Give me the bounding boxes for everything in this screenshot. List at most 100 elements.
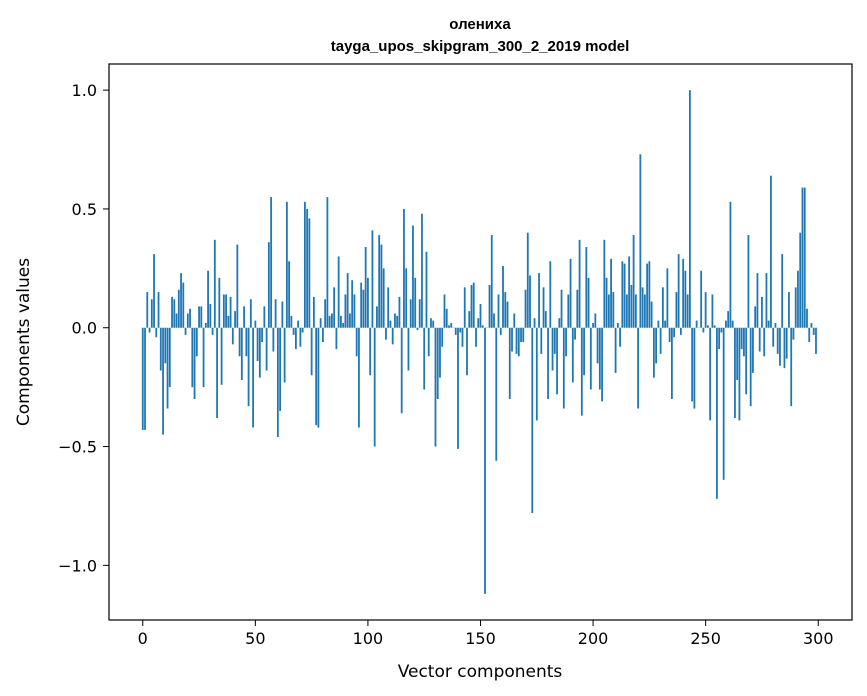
- bar: [607, 294, 610, 328]
- bar: [418, 299, 421, 328]
- bar: [736, 327, 739, 381]
- bar: [146, 292, 149, 328]
- bar: [353, 294, 356, 328]
- bar: [385, 327, 387, 340]
- bar: [454, 327, 457, 335]
- bar: [738, 327, 741, 421]
- bar: [207, 270, 209, 328]
- bar: [790, 327, 793, 407]
- bar: [371, 230, 374, 328]
- bar: [574, 327, 576, 340]
- bar: [718, 327, 721, 350]
- bar: [294, 327, 297, 350]
- bar: [675, 292, 678, 328]
- bar: [468, 311, 471, 328]
- bar: [562, 327, 565, 409]
- bar: [394, 313, 396, 328]
- bar: [240, 327, 243, 381]
- y-axis-ticks: −1.0 −0.5 0.0 0.5 1.0: [58, 81, 109, 575]
- bar: [148, 327, 151, 333]
- bar: [725, 320, 727, 328]
- bar: [177, 289, 180, 328]
- bar: [331, 313, 333, 328]
- bar: [362, 289, 365, 328]
- bar: [470, 284, 473, 328]
- bar: [421, 213, 423, 328]
- bar: [195, 327, 198, 357]
- bar: [502, 265, 504, 328]
- bar: [578, 239, 581, 328]
- bar: [551, 327, 554, 371]
- bar: [664, 320, 667, 328]
- bar: [526, 232, 529, 328]
- bar: [249, 299, 252, 328]
- bar: [382, 268, 385, 328]
- bar: [308, 218, 311, 328]
- bar: [337, 256, 340, 328]
- bar: [520, 327, 522, 342]
- bar: [218, 277, 221, 328]
- bar: [592, 322, 594, 328]
- bar: [634, 294, 637, 328]
- bar: [756, 273, 759, 328]
- bar: [792, 327, 795, 340]
- bar: [601, 327, 603, 402]
- bar: [349, 313, 351, 328]
- bars-group: [141, 90, 817, 594]
- bar: [544, 311, 547, 328]
- bar: [720, 327, 723, 333]
- bar: [684, 270, 687, 328]
- bar: [182, 282, 185, 328]
- bar: [328, 315, 331, 328]
- bar: [378, 235, 381, 328]
- bar: [666, 268, 669, 328]
- bar: [650, 301, 653, 328]
- bar: [652, 327, 655, 378]
- bar: [436, 327, 439, 400]
- bar: [783, 327, 786, 369]
- bar: [810, 322, 813, 328]
- bar: [461, 327, 464, 347]
- bar: [247, 327, 250, 407]
- bar: [643, 294, 646, 328]
- bar: [292, 327, 295, 335]
- bar: [238, 327, 241, 357]
- bar: [659, 327, 662, 354]
- bar: [670, 327, 673, 400]
- plot-area-frame: [108, 63, 853, 621]
- x-tick-label: 50: [245, 629, 265, 648]
- bar: [184, 327, 187, 335]
- bar: [508, 327, 511, 400]
- bar: [481, 325, 484, 328]
- bar: [625, 294, 628, 328]
- bar: [513, 313, 516, 328]
- bar: [686, 294, 689, 328]
- bar: [616, 322, 619, 328]
- bar: [767, 320, 770, 328]
- bar: [389, 320, 392, 328]
- bar: [729, 201, 732, 328]
- bar: [797, 270, 799, 328]
- bar: [540, 327, 543, 354]
- bar: [542, 287, 545, 328]
- bar: [772, 327, 775, 347]
- bar: [430, 318, 432, 328]
- bar: [673, 327, 676, 338]
- bar: [387, 287, 390, 328]
- bar: [301, 327, 304, 333]
- bar: [553, 327, 556, 354]
- bar: [315, 327, 318, 426]
- bar: [621, 261, 624, 328]
- bar: [144, 327, 146, 430]
- bar: [297, 320, 300, 328]
- bar: [648, 261, 651, 328]
- bar: [589, 327, 592, 390]
- x-tick-label: 100: [353, 629, 384, 648]
- bar: [788, 292, 790, 328]
- bar: [538, 273, 540, 328]
- bar: [655, 327, 658, 364]
- bar: [702, 327, 705, 333]
- bar: [547, 327, 549, 400]
- bar: [355, 327, 358, 357]
